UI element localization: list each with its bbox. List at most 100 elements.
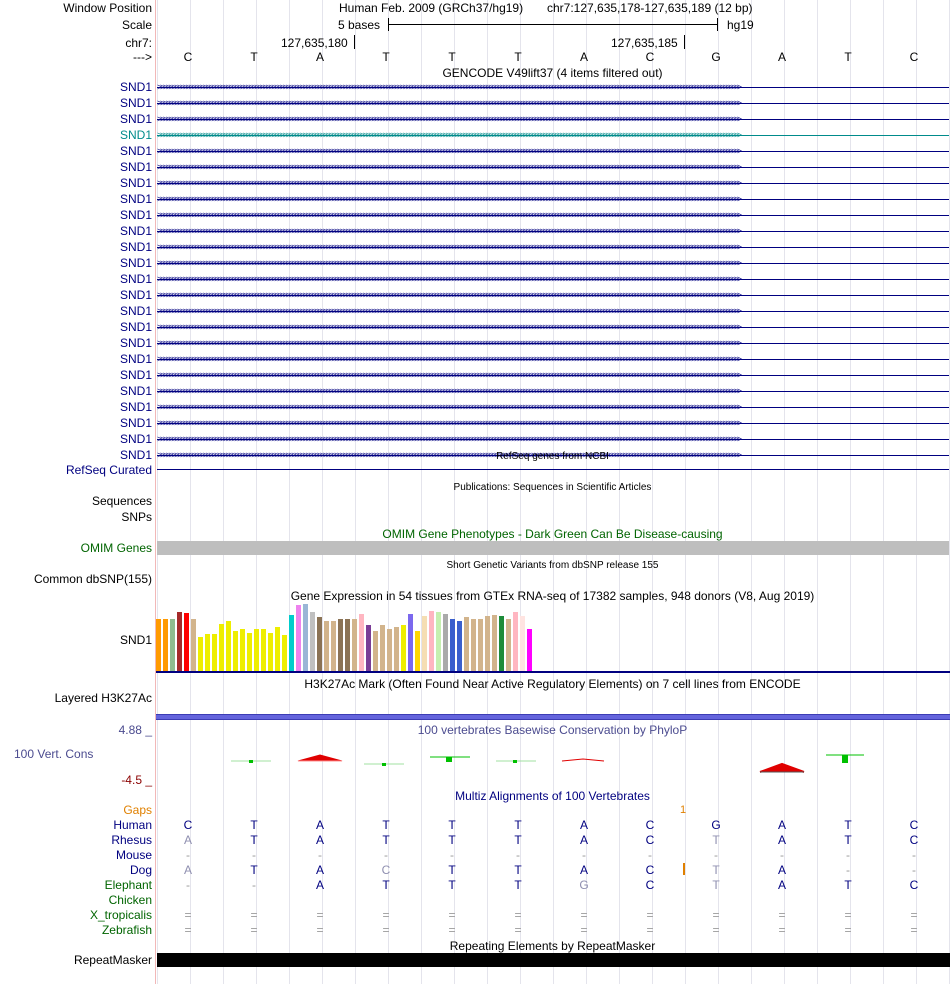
phylop-plot[interactable] [156, 745, 950, 780]
gtex-tissue-bar[interactable] [240, 629, 245, 671]
gencode-transcript[interactable]: >>>>>>>>>>>>>>>>>>>>>>>>>>>>>>>>>>>>>>>>… [157, 224, 949, 238]
gencode-transcript[interactable]: >>>>>>>>>>>>>>>>>>>>>>>>>>>>>>>>>>>>>>>>… [157, 192, 949, 206]
omim-phenotype-bar[interactable] [157, 541, 949, 555]
gtex-tissue-bar[interactable] [331, 621, 336, 671]
gtex-tissue-bar[interactable] [373, 631, 378, 671]
gencode-gene-label[interactable]: SND1 [119, 160, 152, 174]
gencode-transcript[interactable]: >>>>>>>>>>>>>>>>>>>>>>>>>>>>>>>>>>>>>>>>… [157, 304, 949, 318]
gtex-tissue-bar[interactable] [163, 619, 168, 671]
gtex-tissue-bar[interactable] [457, 621, 462, 671]
refseq-title[interactable]: RefSeq genes from NCBI [496, 451, 609, 462]
h3k27ac-signal[interactable] [156, 714, 950, 720]
gencode-transcript[interactable]: >>>>>>>>>>>>>>>>>>>>>>>>>>>>>>>>>>>>>>>>… [157, 400, 949, 414]
gtex-tissue-bar[interactable] [156, 619, 161, 671]
h3k27ac-label[interactable]: Layered H3K27Ac [54, 691, 152, 705]
gtex-tissue-bar[interactable] [408, 614, 413, 671]
gencode-transcript[interactable]: >>>>>>>>>>>>>>>>>>>>>>>>>>>>>>>>>>>>>>>>… [157, 176, 949, 190]
gtex-tissue-bar[interactable] [513, 612, 518, 671]
species-label[interactable]: Zebrafish [101, 923, 152, 937]
refseq-label[interactable]: RefSeq Curated [65, 463, 152, 477]
gtex-tissue-bar[interactable] [226, 621, 231, 671]
species-label[interactable]: Elephant [104, 878, 152, 892]
gtex-tissue-bar[interactable] [219, 624, 224, 671]
gtex-tissue-bar[interactable] [352, 619, 357, 671]
gtex-tissue-bar[interactable] [429, 611, 434, 671]
repeatmasker-title[interactable]: Repeating Elements by RepeatMasker [449, 939, 656, 953]
gtex-tissue-bar[interactable] [443, 614, 448, 671]
gtex-tissue-bar[interactable] [212, 634, 217, 671]
gencode-gene-label[interactable]: SND1 [119, 240, 152, 254]
gencode-transcript[interactable]: >>>>>>>>>>>>>>>>>>>>>>>>>>>>>>>>>>>>>>>>… [157, 112, 949, 126]
gtex-tissue-bar[interactable] [422, 616, 427, 671]
gtex-label[interactable]: SND1 [119, 633, 152, 647]
gtex-tissue-bar[interactable] [296, 605, 301, 671]
gtex-tissue-bar[interactable] [184, 613, 189, 671]
gtex-tissue-bar[interactable] [415, 631, 420, 671]
gtex-title[interactable]: Gene Expression in 54 tissues from GTEx … [290, 589, 815, 603]
gtex-tissue-bar[interactable] [478, 619, 483, 671]
gencode-transcript[interactable]: >>>>>>>>>>>>>>>>>>>>>>>>>>>>>>>>>>>>>>>>… [157, 432, 949, 446]
publications-label-line2[interactable]: SNPs [121, 510, 152, 524]
species-label[interactable]: Rhesus [111, 833, 152, 847]
gtex-tissue-bar[interactable] [338, 619, 343, 671]
gencode-title[interactable]: GENCODE V49lift37 (4 items filtered out) [442, 66, 663, 80]
omim-title[interactable]: OMIM Gene Phenotypes - Dark Green Can Be… [382, 527, 723, 541]
gtex-tissue-bar[interactable] [205, 634, 210, 671]
gencode-transcript[interactable]: >>>>>>>>>>>>>>>>>>>>>>>>>>>>>>>>>>>>>>>>… [157, 160, 949, 174]
gtex-tissue-bar[interactable] [345, 619, 350, 671]
gtex-tissue-bar[interactable] [177, 612, 182, 671]
gencode-gene-label[interactable]: SND1 [119, 352, 152, 366]
gencode-gene-label[interactable]: SND1 [119, 432, 152, 446]
gencode-gene-label[interactable]: SND1 [119, 128, 152, 142]
gtex-tissue-bar[interactable] [492, 615, 497, 671]
gencode-gene-label[interactable]: SND1 [119, 80, 152, 94]
gencode-gene-label[interactable]: SND1 [119, 256, 152, 270]
h3k27ac-title[interactable]: H3K27Ac Mark (Often Found Near Active Re… [304, 677, 801, 691]
gencode-transcript[interactable]: >>>>>>>>>>>>>>>>>>>>>>>>>>>>>>>>>>>>>>>>… [157, 384, 949, 398]
species-label[interactable]: Dog [129, 863, 152, 877]
refseq-gene-line[interactable] [157, 469, 949, 470]
gtex-tissue-bar[interactable] [198, 637, 203, 671]
dbsnp-label[interactable]: Common dbSNP(155) [33, 572, 152, 586]
gencode-transcript[interactable]: >>>>>>>>>>>>>>>>>>>>>>>>>>>>>>>>>>>>>>>>… [157, 240, 949, 254]
multiz-title[interactable]: Multiz Alignments of 100 Vertebrates [455, 789, 650, 803]
publications-title[interactable]: Publications: Sequences in Scientific Ar… [453, 482, 652, 493]
gencode-transcript[interactable]: >>>>>>>>>>>>>>>>>>>>>>>>>>>>>>>>>>>>>>>>… [157, 448, 949, 462]
gtex-tissue-bar[interactable] [506, 619, 511, 671]
gtex-tissue-bar[interactable] [261, 629, 266, 671]
gencode-gene-label[interactable]: SND1 [119, 112, 152, 126]
gencode-gene-label[interactable]: SND1 [119, 304, 152, 318]
gencode-gene-label[interactable]: SND1 [119, 208, 152, 222]
gtex-tissue-bar[interactable] [471, 619, 476, 671]
gencode-gene-label[interactable]: SND1 [119, 448, 152, 462]
gencode-transcript[interactable]: >>>>>>>>>>>>>>>>>>>>>>>>>>>>>>>>>>>>>>>>… [157, 352, 949, 366]
gencode-gene-label[interactable]: SND1 [119, 224, 152, 238]
gencode-gene-label[interactable]: SND1 [119, 400, 152, 414]
gtex-tissue-bar[interactable] [282, 635, 287, 671]
repeatmasker-element[interactable] [157, 953, 950, 967]
gencode-transcript[interactable]: >>>>>>>>>>>>>>>>>>>>>>>>>>>>>>>>>>>>>>>>… [157, 272, 949, 286]
gtex-tissue-bar[interactable] [366, 625, 371, 671]
gencode-gene-label[interactable]: SND1 [119, 320, 152, 334]
gtex-tissue-bar[interactable] [289, 615, 294, 671]
gtex-bar-chart[interactable] [156, 604, 536, 671]
gtex-tissue-bar[interactable] [324, 621, 329, 671]
gtex-tissue-bar[interactable] [254, 629, 259, 671]
gtex-tissue-bar[interactable] [191, 619, 196, 671]
gtex-tissue-bar[interactable] [268, 633, 273, 671]
gtex-tissue-bar[interactable] [450, 619, 455, 671]
gtex-tissue-bar[interactable] [499, 616, 504, 671]
gtex-tissue-bar[interactable] [401, 625, 406, 671]
gencode-transcript[interactable]: >>>>>>>>>>>>>>>>>>>>>>>>>>>>>>>>>>>>>>>>… [157, 416, 949, 430]
phylop-title[interactable]: 100 vertebrates Basewise Conservation by… [417, 723, 688, 737]
gencode-transcript[interactable]: >>>>>>>>>>>>>>>>>>>>>>>>>>>>>>>>>>>>>>>>… [157, 208, 949, 222]
gencode-transcript[interactable]: >>>>>>>>>>>>>>>>>>>>>>>>>>>>>>>>>>>>>>>>… [157, 320, 949, 334]
species-label[interactable]: Chicken [108, 893, 152, 907]
gtex-tissue-bar[interactable] [527, 629, 532, 671]
gtex-tissue-bar[interactable] [380, 625, 385, 671]
omim-label[interactable]: OMIM Genes [80, 541, 152, 555]
gtex-tissue-bar[interactable] [170, 619, 175, 671]
gencode-gene-label[interactable]: SND1 [119, 144, 152, 158]
gencode-transcript[interactable]: >>>>>>>>>>>>>>>>>>>>>>>>>>>>>>>>>>>>>>>>… [157, 96, 949, 110]
gtex-tissue-bar[interactable] [436, 612, 441, 671]
